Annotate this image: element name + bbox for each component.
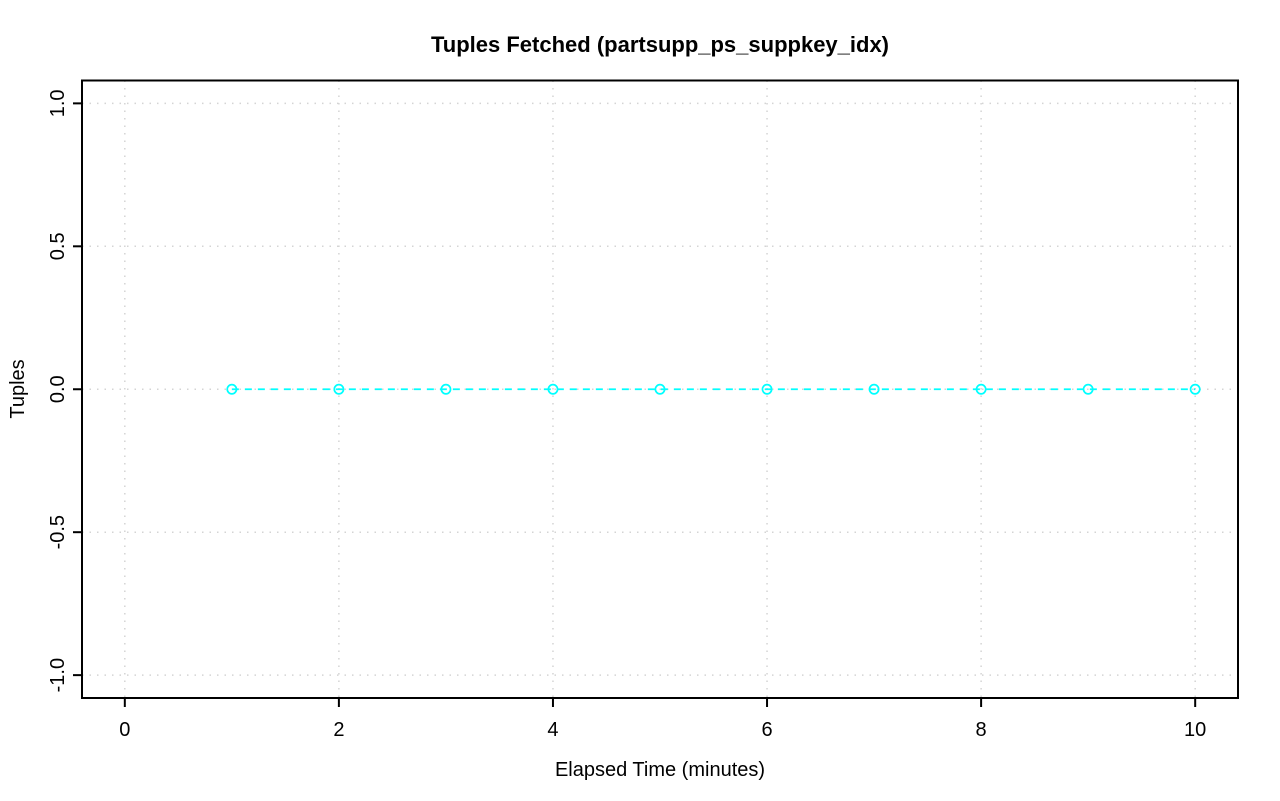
x-tick-label: 6	[761, 719, 772, 741]
data-point-marker	[440, 383, 452, 395]
y-tick-label: 0.5	[47, 232, 69, 260]
data-point-marker	[868, 383, 880, 395]
x-tick-label: 10	[1184, 719, 1206, 741]
data-point-marker	[1189, 383, 1201, 395]
data-point-marker	[761, 383, 773, 395]
y-axis-label: Tuples	[7, 359, 29, 418]
x-tick-label: 2	[333, 719, 344, 741]
x-tick-label: 0	[119, 719, 130, 741]
x-tick-label: 4	[547, 719, 558, 741]
data-point-marker	[1082, 383, 1094, 395]
y-tick-label: -1.0	[47, 658, 69, 692]
series-layer	[226, 383, 1201, 395]
data-point-marker	[226, 383, 238, 395]
x-tick-label: 8	[976, 719, 987, 741]
y-tick-label: -0.5	[47, 515, 69, 549]
chart-title: Tuples Fetched (partsupp_ps_suppkey_idx)	[431, 32, 889, 57]
y-tick-label: 0.0	[47, 375, 69, 403]
data-point-marker	[547, 383, 559, 395]
data-point-marker	[333, 383, 345, 395]
x-axis-label: Elapsed Time (minutes)	[555, 759, 765, 781]
data-point-marker	[975, 383, 987, 395]
axes-layer: 0 2 4 6 8 10 -1.0 -0.5 0.0 0.5 1.0	[47, 79, 1239, 741]
y-tick-label: 1.0	[47, 89, 69, 117]
data-point-marker	[654, 383, 666, 395]
